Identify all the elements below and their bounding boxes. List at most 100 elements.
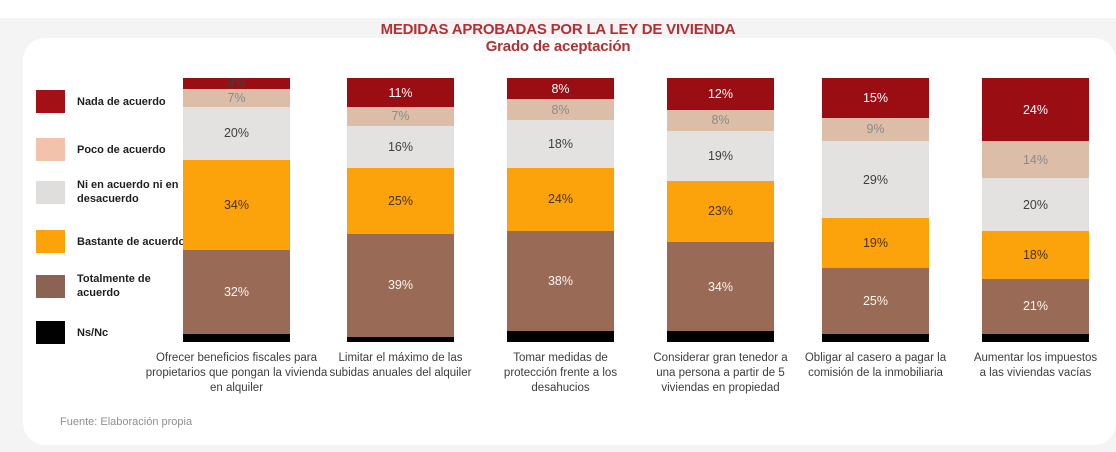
segment-value-label: 11%: [388, 85, 413, 100]
bar-segment: 7%: [347, 107, 454, 126]
bar-segment: 34%: [183, 159, 290, 250]
bar-segment: [347, 336, 454, 342]
segment-value-label: 24%: [1022, 102, 1049, 117]
bar-segment: 38%: [507, 231, 614, 332]
bar-segment: 14%: [982, 141, 1089, 179]
segment-value-label: 21%: [1022, 299, 1049, 314]
bar-segment: 21%: [982, 278, 1089, 335]
stacked-bar: 24% 14% 20% 18% 21%: [982, 78, 1089, 342]
stacked-bar: 12% 8% 19% 23% 34%: [667, 78, 774, 342]
bar-segment: 24%: [982, 78, 1089, 142]
segment-value-label: 20%: [1022, 197, 1049, 212]
bar-segment: 8%: [507, 99, 614, 121]
bar-segment: 32%: [183, 249, 290, 335]
segment-value-label: 18%: [547, 136, 574, 151]
segment-value-label: 34%: [223, 197, 250, 212]
bar-segment: 12%: [667, 78, 774, 110]
segment-value-label: 25%: [862, 294, 889, 309]
legend-label: Nada de acuerdo: [77, 95, 166, 108]
segment-value-label: 8%: [551, 81, 570, 96]
segment-value-label: 25%: [387, 193, 414, 208]
legend: Nada de acuerdo Poco de acuerdo Ni en acue…: [36, 0, 206, 452]
segment-value-label: 24%: [547, 192, 574, 207]
bar-segment: 25%: [347, 167, 454, 234]
legend-item: Totalmente de acuerdo: [36, 272, 189, 300]
bar-segment: 16%: [347, 125, 454, 168]
segment-value-label: 14%: [1022, 152, 1049, 167]
chart-title: MEDIDAS APROBADAS POR LA LEY DE VIVIENDA: [380, 21, 736, 38]
legend-swatch: [36, 321, 65, 344]
bar-segment: 18%: [507, 120, 614, 168]
segment-value-label: 7%: [227, 90, 246, 105]
bar-segment: 25%: [822, 268, 929, 335]
bar-segment: [982, 334, 1089, 342]
bar-segment: [507, 331, 614, 342]
bar-segment: 4%: [183, 76, 290, 91]
category-label: Limitar el máximo de las subidas anuales…: [329, 352, 472, 379]
legend-label: Ns/Nc: [77, 326, 109, 339]
segment-value-label: 20%: [223, 126, 250, 141]
legend-swatch: [36, 230, 65, 253]
category-label: Ofrecer beneficios fiscales para propiet…: [145, 352, 328, 394]
legend-swatch: [36, 138, 65, 161]
segment-value-label: 18%: [1022, 247, 1049, 262]
category-label: Considerar gran tenedor a una persona a …: [653, 352, 788, 394]
segment-value-label: 7%: [391, 109, 410, 124]
legend-label: Poco de acuerdo: [77, 143, 166, 156]
segment-value-label: 8%: [711, 113, 730, 128]
source-note: Fuente: Elaboración propia: [60, 416, 193, 428]
bar-segment: 11%: [347, 78, 454, 108]
bar-segment: 29%: [822, 141, 929, 218]
bar-segment: 18%: [982, 231, 1089, 279]
bar-segment: [183, 334, 290, 342]
bar-segment: 8%: [507, 78, 614, 100]
segment-value-label: 19%: [707, 148, 734, 163]
legend-item: Bastante de acuerdo: [36, 230, 189, 253]
stacked-bar: 8% 8% 18% 24% 38%: [507, 78, 614, 342]
bar-segment: 8%: [667, 109, 774, 131]
bar-segment: 20%: [982, 178, 1089, 232]
category-label: Tomar medidas de protección frente a los…: [503, 352, 618, 394]
stacked-bar: 11% 7% 16% 25% 39%: [347, 78, 454, 342]
legend-swatch: [36, 180, 65, 204]
legend-item: Ni en acuerdo ni en desacuerdo: [36, 178, 189, 206]
segment-value-label: 39%: [387, 278, 414, 293]
segment-value-label: 15%: [862, 90, 889, 105]
segment-value-label: 23%: [707, 204, 734, 219]
stacked-bar: 15% 9% 29% 19% 25%: [822, 78, 929, 342]
bar-segment: 19%: [667, 130, 774, 181]
legend-swatch: [36, 274, 65, 298]
title-block: MEDIDAS APROBADAS POR LA LEY DE VIVIENDA…: [0, 21, 1116, 55]
bar-segment: 9%: [822, 117, 929, 142]
bar-segment: 24%: [507, 167, 614, 232]
legend-label: Bastante de acuerdo: [77, 235, 186, 248]
chart-subtitle: Grado de aceptación: [485, 38, 631, 55]
category-label: Obligar al casero a pagar la comisión de…: [804, 352, 947, 379]
legend-item: Poco de acuerdo: [36, 138, 189, 161]
bar-segment: 7%: [183, 88, 290, 108]
segment-value-label: 12%: [707, 86, 734, 101]
legend-label: Totalmente de acuerdo: [77, 273, 151, 299]
bar-segment: 15%: [822, 78, 929, 118]
bar-segment: [822, 334, 929, 342]
bar-segment: 20%: [183, 107, 290, 160]
segment-value-label: 29%: [862, 172, 889, 187]
bar-segment: 19%: [822, 217, 929, 269]
legend-item: Nada de acuerdo: [36, 90, 189, 113]
segment-value-label: 38%: [547, 274, 574, 289]
segment-value-label: 32%: [223, 284, 250, 299]
segment-value-label: 9%: [866, 122, 885, 137]
legend-item: Ns/Nc: [36, 321, 189, 344]
segment-value-label: 4%: [227, 76, 246, 91]
category-label: Aumentar los impuestos a las viviendas v…: [973, 352, 1098, 379]
bar-segment: [667, 331, 774, 342]
stacked-bar: 4% 7% 20% 34% 32%: [183, 76, 290, 342]
segment-value-label: 34%: [707, 279, 734, 294]
legend-label: Ni en acuerdo ni en desacuerdo: [77, 179, 179, 205]
bar-segment: 34%: [667, 241, 774, 332]
legend-swatch: [36, 90, 65, 113]
bar-segment: 23%: [667, 180, 774, 242]
segment-value-label: 19%: [862, 235, 889, 250]
